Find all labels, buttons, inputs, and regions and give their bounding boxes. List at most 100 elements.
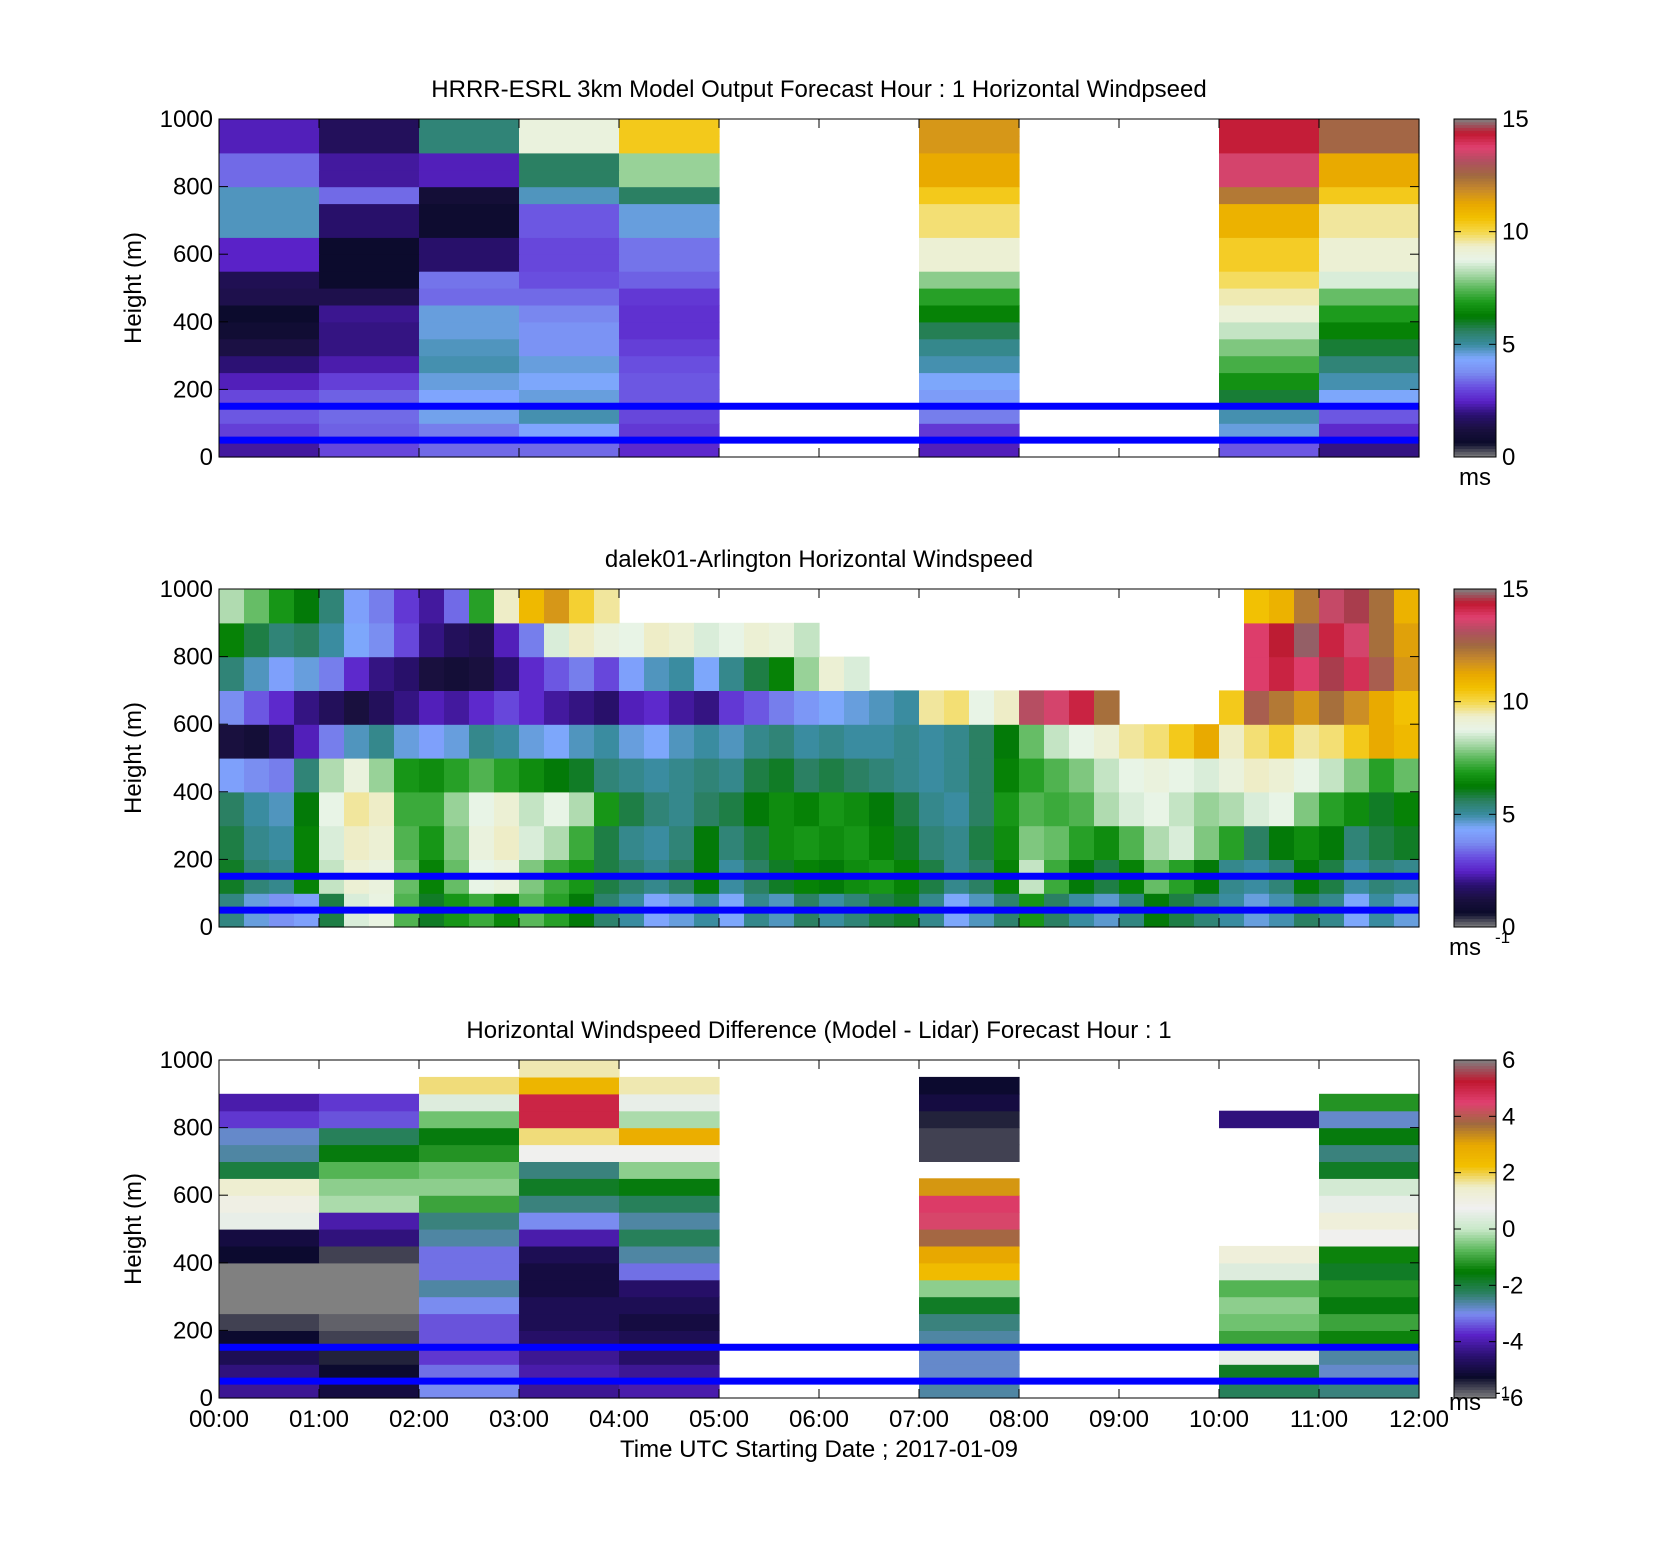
heatmap-cell <box>1219 758 1245 793</box>
heatmap-cell <box>894 791 920 827</box>
heatmap-cell <box>544 656 570 691</box>
colorbar-segment <box>1454 448 1496 452</box>
colorbar-segment <box>1454 364 1496 368</box>
colorbar-segment <box>1454 211 1496 216</box>
heatmap-cell <box>1319 1381 1420 1399</box>
heatmap-cell <box>919 724 945 759</box>
colorbar-segment <box>1454 704 1496 708</box>
heatmap-cell <box>844 791 870 827</box>
heatmap-cell <box>269 825 295 860</box>
y-tick-label: 800 <box>173 174 213 201</box>
heatmap-cell <box>369 724 395 759</box>
heatmap-cell <box>919 220 1020 238</box>
colorbar-segment <box>1454 290 1496 295</box>
heatmap-cell <box>844 825 870 860</box>
colorbar-segment <box>1454 1110 1496 1115</box>
heatmap-cell <box>1319 656 1345 691</box>
heatmap-cell <box>969 724 995 759</box>
x-tick-label: 12:00 <box>1389 1406 1449 1433</box>
y-tick-label: 0 <box>200 914 213 941</box>
heatmap-cell <box>519 1144 620 1162</box>
heatmap-cell <box>319 1195 420 1213</box>
heatmap-cell <box>1219 1347 1320 1365</box>
heatmap-cell <box>369 758 395 793</box>
heatmap-cell <box>444 622 470 658</box>
colorbar-segment <box>1454 698 1496 703</box>
heatmap-cell <box>1319 1313 1420 1331</box>
colorbar-segment <box>1454 645 1496 649</box>
heatmap-cell <box>694 758 720 793</box>
heatmap-cell <box>519 758 545 793</box>
colorbar-segment <box>1454 1231 1496 1236</box>
heatmap-cell <box>1294 622 1320 658</box>
heatmap-cell <box>1219 288 1320 306</box>
colorbar-segment <box>1454 831 1496 835</box>
colorbar-segment <box>1454 766 1496 770</box>
heatmap-cell <box>919 1127 1020 1146</box>
heatmap-cell <box>994 690 1020 725</box>
colorbar-segment <box>1454 366 1496 371</box>
heatmap-cell <box>319 1144 420 1162</box>
heatmap-cell <box>519 1381 620 1399</box>
heatmap-cell <box>694 656 720 691</box>
heatmap-cell <box>719 690 745 725</box>
heatmap-cell <box>319 119 420 137</box>
heatmap-cell <box>1219 1110 1320 1129</box>
heatmap-cell <box>369 622 395 658</box>
heatmap-cell <box>1219 203 1320 221</box>
heatmap-cell <box>519 690 545 725</box>
colorbar-segment <box>1454 769 1496 773</box>
heatmap-cell <box>1069 825 1095 860</box>
heatmap-cell <box>1269 825 1295 860</box>
heatmap-cell <box>519 1330 620 1348</box>
heatmap-cell <box>219 406 320 424</box>
heatmap-cell <box>1094 791 1120 827</box>
colorbar-segment <box>1454 189 1496 193</box>
heatmap-cell <box>1244 758 1270 793</box>
colorbar-segment <box>1454 622 1496 627</box>
heatmap-cell <box>219 1178 320 1196</box>
heatmap-cell <box>394 622 420 658</box>
colorbar-segment <box>1454 1130 1496 1134</box>
heatmap-cell <box>619 220 720 238</box>
heatmap-cell <box>369 690 395 725</box>
x-tick-label: 02:00 <box>389 1406 449 1433</box>
heatmap-cell <box>1219 1364 1320 1382</box>
heatmap-cell <box>219 656 245 691</box>
colorbar-segment <box>1454 1327 1496 1331</box>
heatmap-cell <box>1219 338 1320 357</box>
colorbar-segment <box>1454 1338 1496 1343</box>
colorbar-segment <box>1454 772 1496 776</box>
heatmap-cell <box>919 1229 1020 1247</box>
heatmap-cell <box>869 758 895 793</box>
colorbar-segment <box>1454 440 1496 444</box>
heatmap-cell <box>669 724 695 759</box>
heatmap-cell <box>1394 791 1420 827</box>
heatmap-cell <box>619 690 645 725</box>
colorbar-segment <box>1454 904 1496 908</box>
colorbar-segment <box>1454 1324 1496 1329</box>
heatmap-cell <box>219 589 245 624</box>
heatmap-cell <box>619 321 720 340</box>
heatmap-cell <box>969 758 995 793</box>
colorbar-segment <box>1454 1229 1496 1233</box>
heatmap-cell <box>519 1161 620 1179</box>
heatmap-cell <box>419 1296 520 1315</box>
heatmap-cell <box>1069 690 1095 725</box>
heatmap-cell <box>1044 758 1070 793</box>
heatmap-cell <box>419 135 520 154</box>
colorbar-segment <box>1454 223 1496 227</box>
colorbar-segment <box>1454 321 1496 326</box>
colorbar-segment <box>1454 172 1496 176</box>
heatmap-cell <box>519 237 620 255</box>
heatmap-cell <box>294 758 320 793</box>
heatmap-cell <box>919 1296 1020 1315</box>
heatmap-cell <box>619 119 720 137</box>
colorbar-segment <box>1454 650 1496 655</box>
heatmap-cell <box>319 203 420 221</box>
heatmap-cell <box>294 690 320 725</box>
heatmap-cell <box>1194 825 1220 860</box>
heatmap-cell <box>319 1262 420 1281</box>
colorbar-segment <box>1454 445 1496 450</box>
colorbar-segment <box>1454 1181 1496 1185</box>
